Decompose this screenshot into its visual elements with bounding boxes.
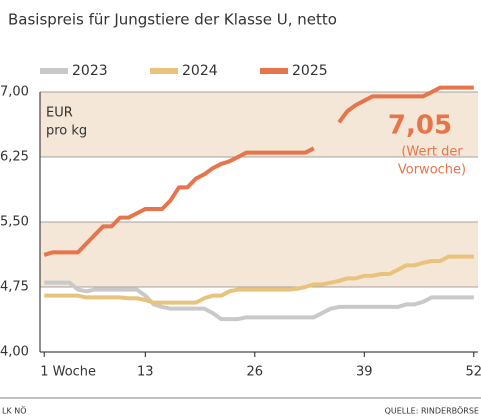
series-line — [44, 254, 474, 305]
x-tick-label: 39 — [356, 365, 373, 380]
annotation-note: Vorwoche) — [398, 163, 466, 178]
unit-label: pro kg — [46, 124, 87, 139]
x-tick-label: 26 — [247, 365, 264, 380]
footer-right: QUELLE: RINDERBÖRSE — [385, 406, 479, 416]
chart-title: Basispreis für Jungstiere der Klasse U, … — [8, 11, 337, 29]
legend-label: 2023 — [72, 63, 108, 79]
annotation-note: (Wert der — [401, 145, 463, 160]
band — [40, 222, 478, 287]
legend-label: 2024 — [182, 63, 218, 79]
series-line — [44, 280, 474, 322]
footer-left: LK NÖ — [2, 406, 27, 416]
series-line — [43, 85, 474, 257]
legend-label: 2025 — [292, 63, 328, 79]
annotation-value: 7,05 — [388, 111, 452, 141]
x-tick-label: 52 — [466, 365, 481, 380]
y-tick-label: 4,00 — [0, 345, 29, 360]
y-tick-label: 6,25 — [0, 150, 29, 165]
unit-label: EUR — [46, 106, 73, 121]
x-tick-label: 1 Woche — [40, 365, 96, 380]
band — [40, 92, 478, 157]
x-tick-label: 13 — [137, 365, 154, 380]
y-tick-label: 7,00 — [0, 85, 29, 100]
y-tick-label: 5,50 — [0, 215, 29, 230]
y-tick-label: 4,75 — [0, 280, 29, 295]
